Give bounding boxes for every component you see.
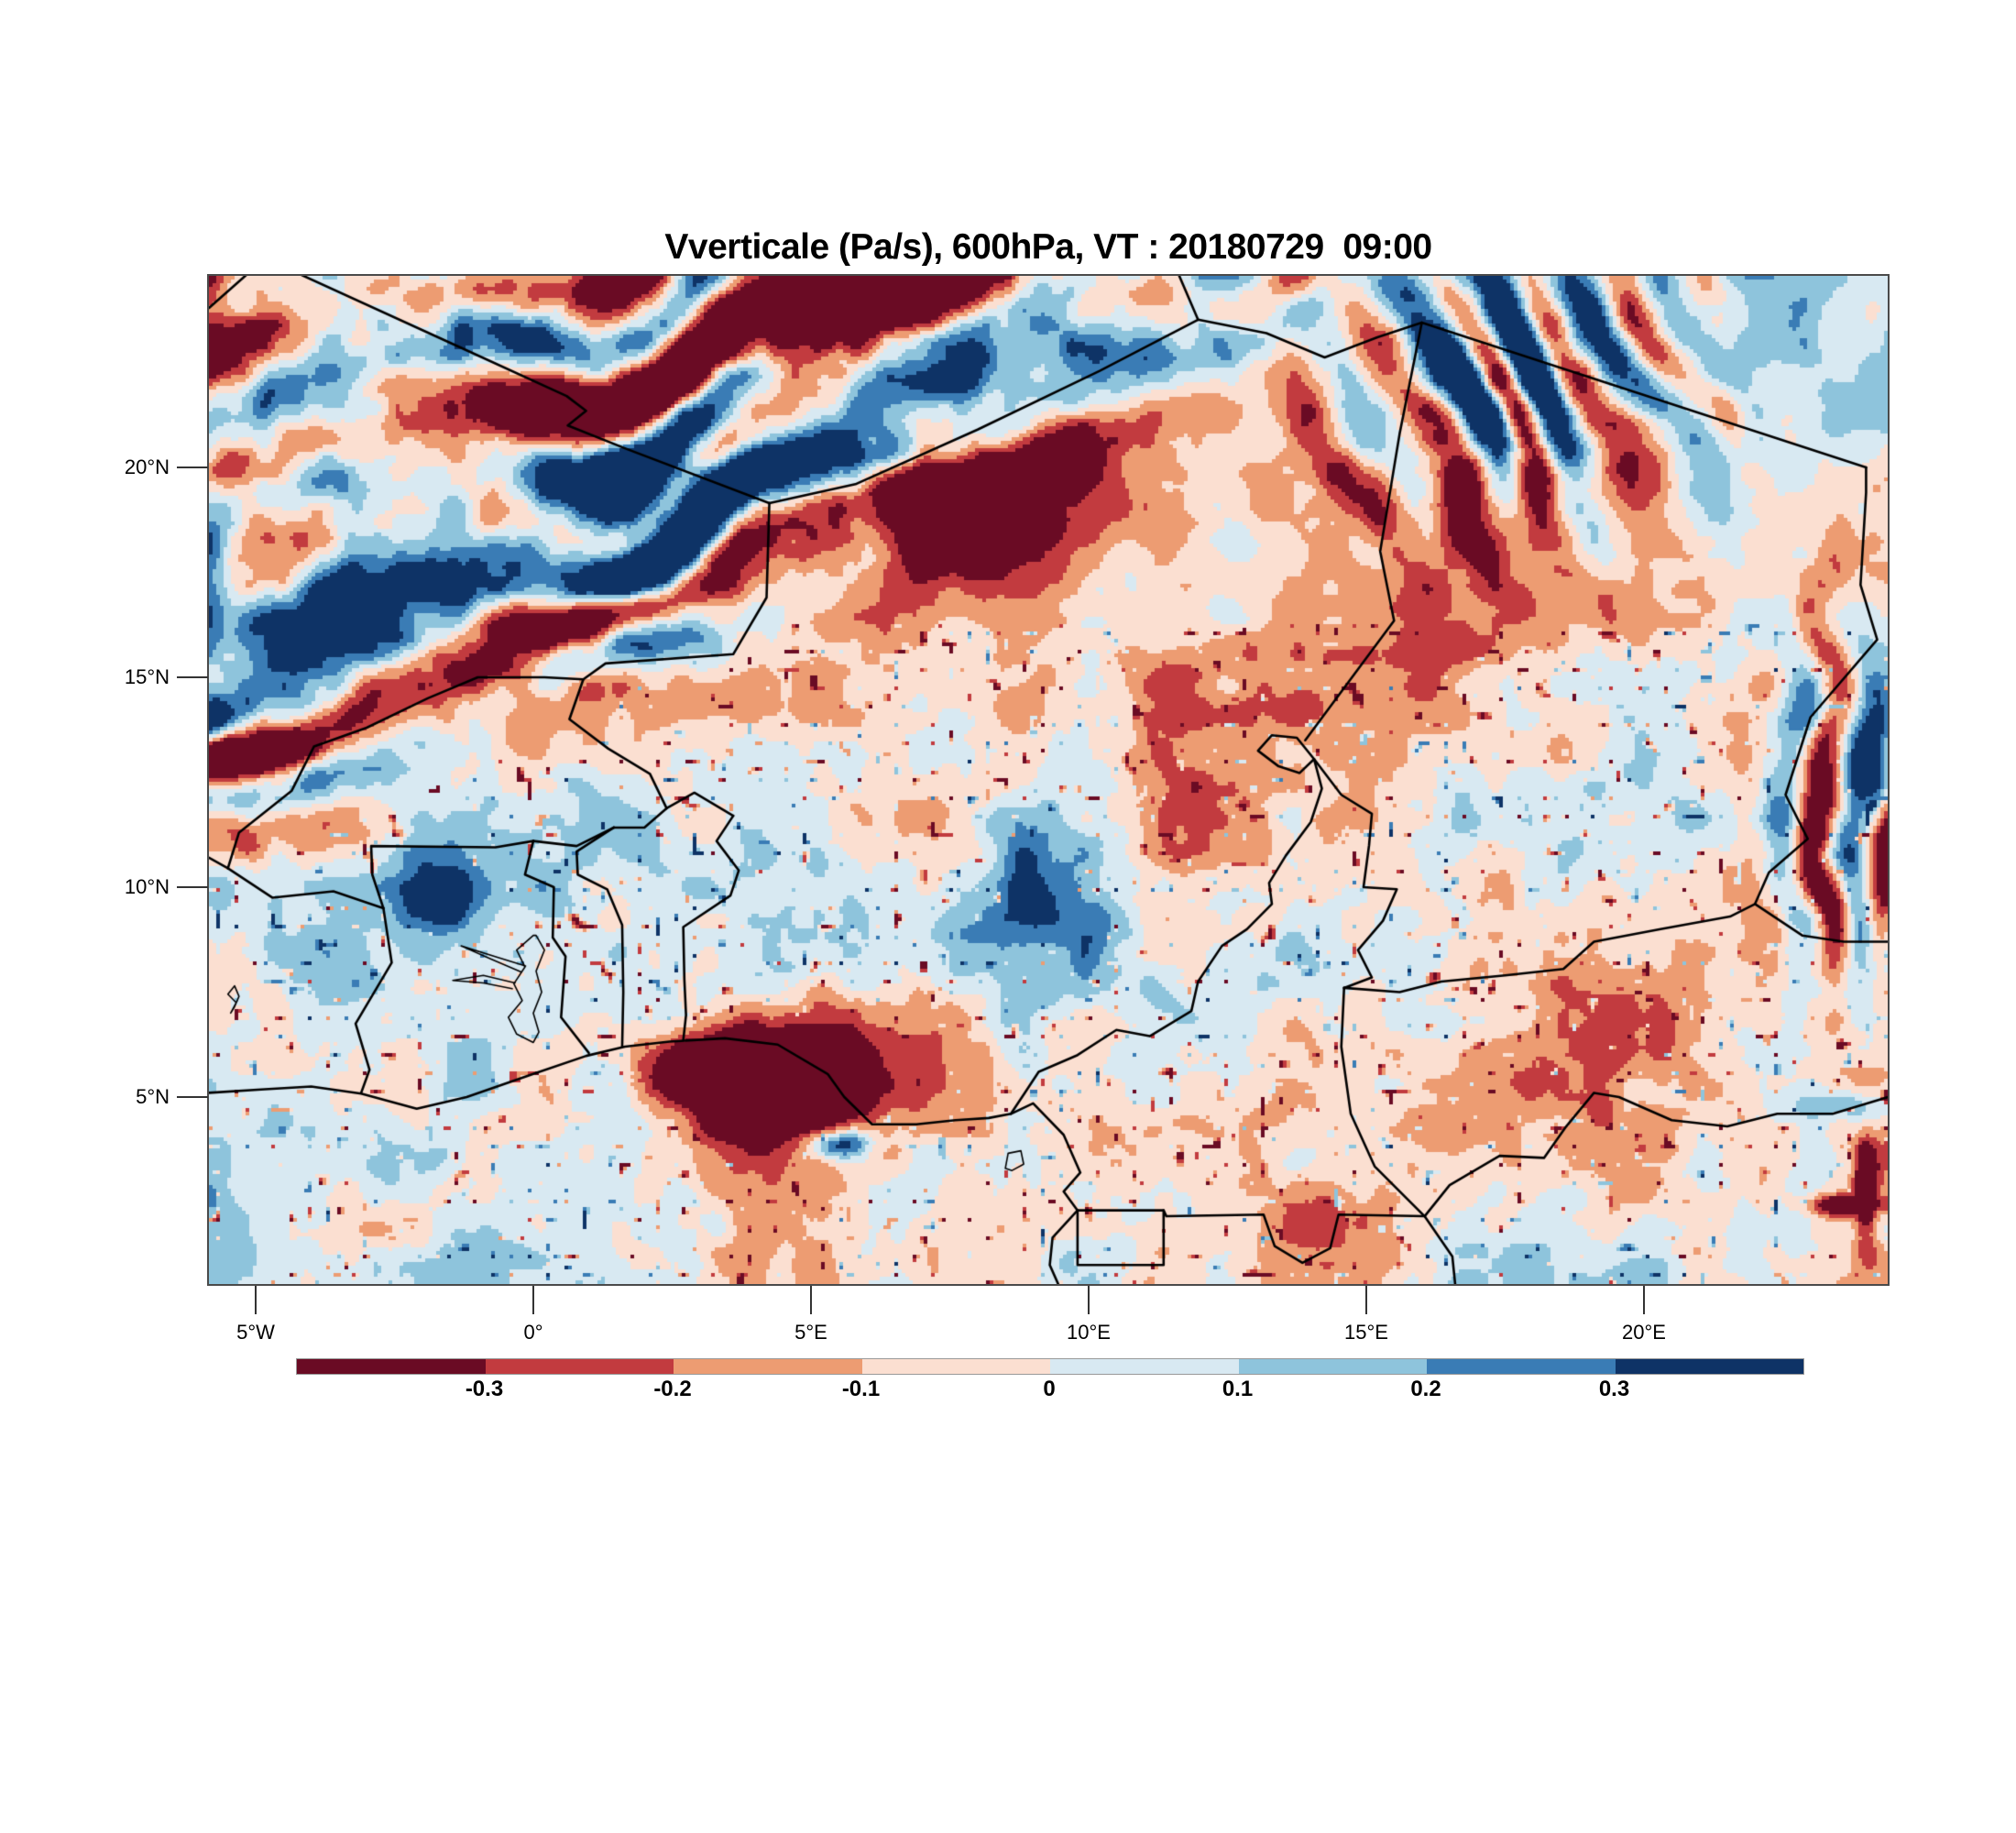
x-axis-tick	[810, 1286, 812, 1314]
colorbar-segment	[1238, 1359, 1427, 1374]
x-tick-label: 0°	[523, 1321, 543, 1344]
y-tick-label: 15°N	[124, 665, 170, 688]
colorbar-segment	[485, 1359, 674, 1374]
y-axis-tick	[177, 466, 208, 468]
colorbar-tick-label: -0.1	[841, 1377, 881, 1401]
colorbar-segment	[1050, 1359, 1239, 1374]
colorbar-segment	[1427, 1359, 1616, 1374]
colorbar-tick-label: 0.2	[1410, 1377, 1441, 1401]
colorbar-tick-label: -0.2	[653, 1377, 692, 1401]
y-axis-tick	[177, 1096, 208, 1098]
colorbar-tick-label: -0.3	[465, 1377, 504, 1401]
x-axis-tick	[532, 1286, 534, 1314]
colorbar	[296, 1358, 1804, 1375]
x-tick-label: 15°E	[1344, 1321, 1388, 1344]
y-tick-label: 5°N	[136, 1085, 170, 1108]
chart-title: Vverticale (Pa/s), 600hPa, VT : 20180729…	[664, 227, 1432, 267]
colorbar-segment	[297, 1359, 486, 1374]
x-axis-tick	[1643, 1286, 1645, 1314]
colorbar-tick-label: 0	[1043, 1377, 1056, 1401]
colorbar-tick-label: 0.1	[1222, 1377, 1254, 1401]
x-tick-label: 10°E	[1067, 1321, 1111, 1344]
x-tick-label: 5°W	[236, 1321, 275, 1344]
y-tick-label: 10°N	[124, 875, 170, 898]
x-axis-tick	[255, 1286, 257, 1314]
colorbar-tick-label: 0.3	[1598, 1377, 1630, 1401]
x-tick-label: 5°E	[794, 1321, 827, 1344]
x-axis-tick	[1088, 1286, 1090, 1314]
y-axis-tick	[177, 886, 208, 888]
colorbar-segment	[1615, 1359, 1803, 1374]
colorbar-segment	[861, 1359, 1050, 1374]
map-canvas	[209, 276, 1888, 1284]
y-axis-tick	[177, 676, 208, 678]
y-tick-label: 20°N	[124, 456, 170, 478]
x-tick-label: 20°E	[1622, 1321, 1666, 1344]
x-axis-tick	[1365, 1286, 1367, 1314]
colorbar-segment	[674, 1359, 862, 1374]
